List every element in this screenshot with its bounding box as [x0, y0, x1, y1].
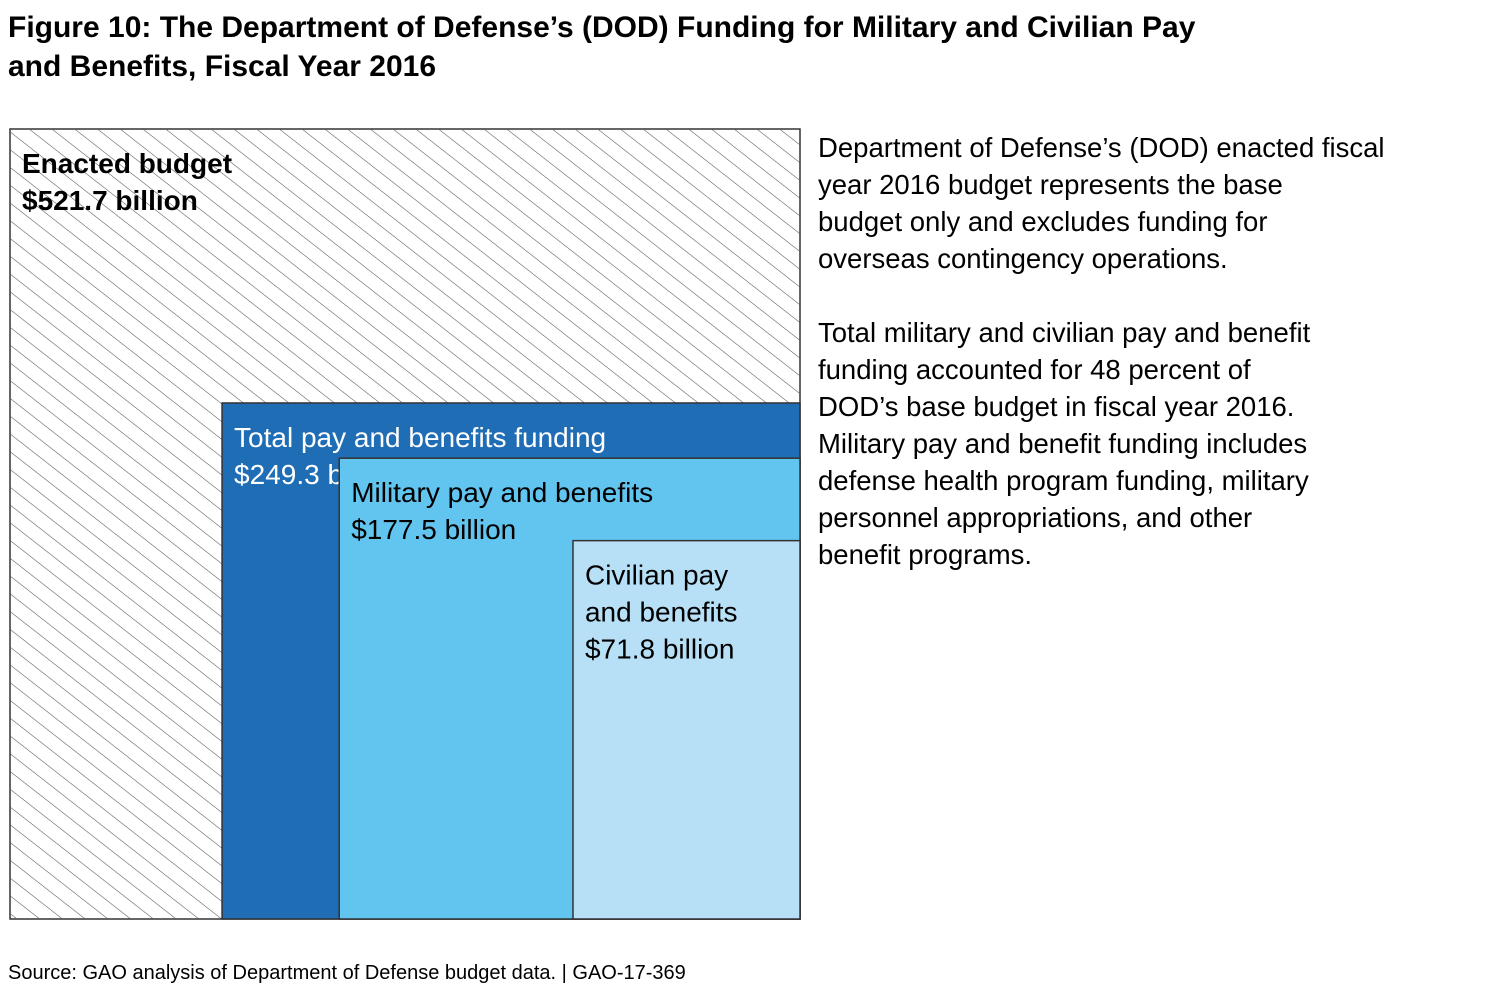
nested-budget-chart: Enacted budget $521.7 billion Total pay an… — [9, 128, 801, 920]
figure-title-line-1: Figure 10: The Department of Defense’s (… — [8, 11, 1196, 44]
civilian-label-line: Civilian pay — [585, 559, 728, 590]
civilian-box — [572, 539, 801, 920]
total-label-line: Total pay and benefits funding — [234, 422, 606, 453]
description-line: Military pay and benefit funding include… — [818, 428, 1308, 459]
description-line: benefit programs. — [818, 539, 1032, 570]
enacted-label-line: $521.7 billion — [22, 185, 198, 216]
civilian-segment: Civilian pay and benefits $71.8 billion — [572, 539, 801, 920]
description-line: year 2016 budget represents the base — [818, 169, 1283, 200]
figure-title-line-2: and Benefits, Fiscal Year 2016 — [8, 50, 437, 83]
source-note: Source: GAO analysis of Department of De… — [8, 962, 686, 984]
civilian-label-line: and benefits — [585, 596, 738, 627]
description-line: personnel appropriations, and other — [818, 502, 1253, 533]
military-label-line: $177.5 billion — [351, 514, 516, 545]
description-line: DOD’s base budget in fiscal year 2016. — [818, 391, 1295, 422]
description-line: overseas contingency operations. — [818, 243, 1228, 274]
description-line: Department of Defense’s (DOD) enacted fi… — [818, 132, 1385, 163]
description-line: defense health program funding, military — [818, 465, 1309, 496]
civilian-label-line: $71.8 billion — [585, 633, 734, 664]
description-line: funding accounted for 48 percent of — [818, 354, 1251, 385]
figure-title: Figure 10: The Department of Defense’s (… — [8, 8, 1488, 86]
description-line: budget only and excludes funding for — [818, 206, 1268, 237]
description-line: Total military and civilian pay and bene… — [818, 317, 1311, 348]
description-paragraph-1: Department of Defense’s (DOD) enacted fi… — [818, 129, 1478, 277]
military-label-line: Military pay and benefits — [351, 477, 653, 508]
enacted-label-line: Enacted budget — [22, 148, 232, 179]
description-paragraph-2: Total military and civilian pay and bene… — [818, 314, 1478, 573]
